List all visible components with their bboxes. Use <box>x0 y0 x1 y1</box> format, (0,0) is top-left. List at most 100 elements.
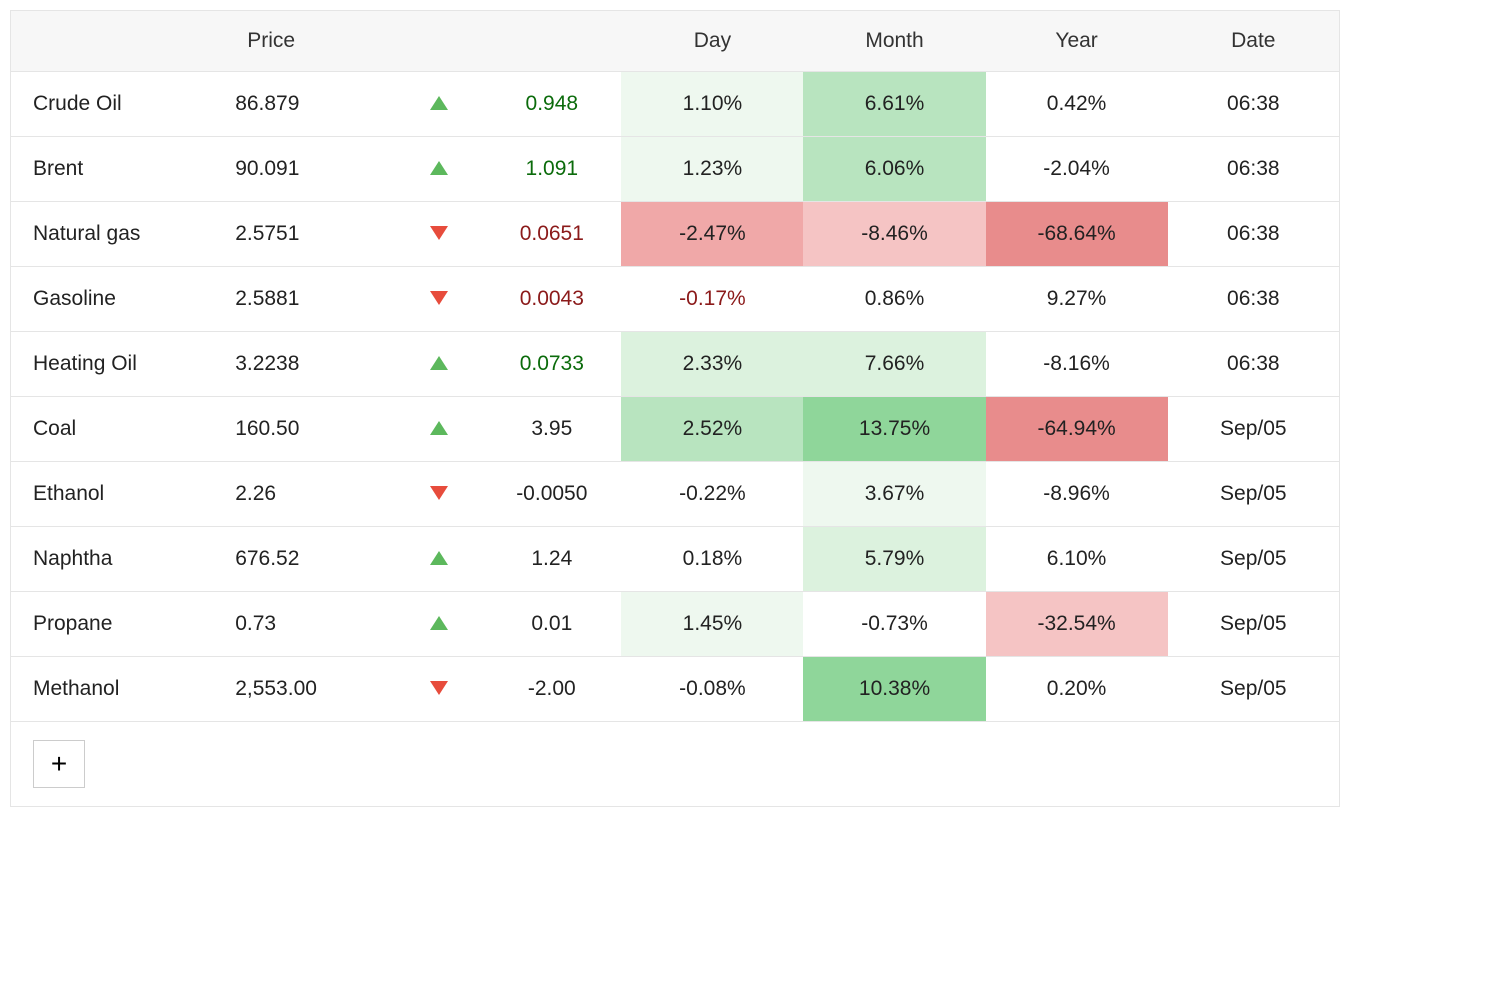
change-value: 3.95 <box>482 397 621 462</box>
month-pct: 6.61% <box>803 72 985 137</box>
change-value: 0.01 <box>482 592 621 657</box>
day-pct-text: 2.33% <box>683 352 743 375</box>
table-row[interactable]: Naphtha676.521.240.18%5.79%6.10%Sep/05 <box>11 527 1339 592</box>
day-pct-text: -0.08% <box>679 677 746 700</box>
col-header-arrow <box>397 11 483 72</box>
day-pct-text: -2.47% <box>679 222 746 245</box>
month-pct: 10.38% <box>803 657 985 722</box>
change-value: 1.091 <box>482 137 621 202</box>
price-value: 2.5881 <box>225 267 396 332</box>
day-pct-text: 1.10% <box>683 92 743 115</box>
commodity-name[interactable]: Methanol <box>11 657 225 722</box>
year-pct-text: -32.54% <box>1037 612 1115 635</box>
table-row[interactable]: Crude Oil86.8790.9481.10%6.61%0.42%06:38 <box>11 72 1339 137</box>
day-pct: 1.10% <box>621 72 803 137</box>
col-header-day[interactable]: Day <box>621 11 803 72</box>
month-pct-text: 10.38% <box>859 677 930 700</box>
change-value: 1.24 <box>482 527 621 592</box>
commodity-name[interactable]: Coal <box>11 397 225 462</box>
day-pct-text: -0.17% <box>679 287 746 310</box>
commodity-name[interactable]: Heating Oil <box>11 332 225 397</box>
year-pct-text: -64.94% <box>1037 417 1115 440</box>
change-value: 0.0043 <box>482 267 621 332</box>
day-pct: 1.45% <box>621 592 803 657</box>
commodity-name[interactable]: Gasoline <box>11 267 225 332</box>
day-pct-text: 1.23% <box>683 157 743 180</box>
year-pct-text: -68.64% <box>1037 222 1115 245</box>
year-pct-text: -8.96% <box>1043 482 1110 505</box>
direction-cell <box>397 332 483 397</box>
day-pct: 0.18% <box>621 527 803 592</box>
col-header-change <box>482 11 621 72</box>
direction-cell <box>397 137 483 202</box>
change-value: -0.0050 <box>482 462 621 527</box>
commodity-name[interactable]: Propane <box>11 592 225 657</box>
commodity-name[interactable]: Brent <box>11 137 225 202</box>
table-row[interactable]: Heating Oil3.22380.07332.33%7.66%-8.16%0… <box>11 332 1339 397</box>
commodity-name[interactable]: Ethanol <box>11 462 225 527</box>
plus-icon: + <box>51 750 67 778</box>
direction-cell <box>397 202 483 267</box>
commodity-name[interactable]: Naphtha <box>11 527 225 592</box>
date-value: 06:38 <box>1168 137 1339 202</box>
date-value: 06:38 <box>1168 72 1339 137</box>
change-value: 0.948 <box>482 72 621 137</box>
price-value: 3.2238 <box>225 332 396 397</box>
year-pct-text: 9.27% <box>1047 287 1107 310</box>
price-value: 160.50 <box>225 397 396 462</box>
year-pct: -68.64% <box>986 202 1168 267</box>
triangle-up-icon <box>430 421 448 435</box>
col-header-month[interactable]: Month <box>803 11 985 72</box>
table-row[interactable]: Brent90.0911.0911.23%6.06%-2.04%06:38 <box>11 137 1339 202</box>
col-header-year[interactable]: Year <box>986 11 1168 72</box>
col-header-date[interactable]: Date <box>1168 11 1339 72</box>
month-pct: 6.06% <box>803 137 985 202</box>
day-pct: -0.08% <box>621 657 803 722</box>
day-pct-text: 0.18% <box>683 547 743 570</box>
day-pct: -2.47% <box>621 202 803 267</box>
triangle-down-icon <box>430 486 448 500</box>
year-pct: -64.94% <box>986 397 1168 462</box>
year-pct: 9.27% <box>986 267 1168 332</box>
day-pct: 1.23% <box>621 137 803 202</box>
table-row[interactable]: Ethanol2.26-0.0050-0.22%3.67%-8.96%Sep/0… <box>11 462 1339 527</box>
year-pct-text: 6.10% <box>1047 547 1107 570</box>
date-value: Sep/05 <box>1168 657 1339 722</box>
month-pct-text: 6.06% <box>865 157 925 180</box>
table-row[interactable]: Propane0.730.011.45%-0.73%-32.54%Sep/05 <box>11 592 1339 657</box>
year-pct: -32.54% <box>986 592 1168 657</box>
triangle-down-icon <box>430 226 448 240</box>
year-pct-text: -2.04% <box>1043 157 1110 180</box>
direction-cell <box>397 592 483 657</box>
add-button[interactable]: + <box>33 740 85 788</box>
triangle-up-icon <box>430 356 448 370</box>
price-value: 0.73 <box>225 592 396 657</box>
day-pct: 2.33% <box>621 332 803 397</box>
triangle-up-icon <box>430 616 448 630</box>
table-row[interactable]: Methanol2,553.00-2.00-0.08%10.38%0.20%Se… <box>11 657 1339 722</box>
direction-cell <box>397 397 483 462</box>
table-row[interactable]: Natural gas2.57510.0651-2.47%-8.46%-68.6… <box>11 202 1339 267</box>
direction-cell <box>397 462 483 527</box>
triangle-up-icon <box>430 161 448 175</box>
commodity-name[interactable]: Natural gas <box>11 202 225 267</box>
commodity-name[interactable]: Crude Oil <box>11 72 225 137</box>
month-pct-text: -8.46% <box>861 222 928 245</box>
direction-cell <box>397 657 483 722</box>
year-pct-text: 0.42% <box>1047 92 1107 115</box>
col-header-price[interactable]: Price <box>225 11 396 72</box>
month-pct: -8.46% <box>803 202 985 267</box>
day-pct: 2.52% <box>621 397 803 462</box>
date-value: 06:38 <box>1168 332 1339 397</box>
table-row[interactable]: Gasoline2.58810.0043-0.17%0.86%9.27%06:3… <box>11 267 1339 332</box>
direction-cell <box>397 72 483 137</box>
date-value: 06:38 <box>1168 267 1339 332</box>
month-pct-text: 3.67% <box>865 482 925 505</box>
date-value: 06:38 <box>1168 202 1339 267</box>
direction-cell <box>397 527 483 592</box>
month-pct: 3.67% <box>803 462 985 527</box>
table-row[interactable]: Coal160.503.952.52%13.75%-64.94%Sep/05 <box>11 397 1339 462</box>
date-value: Sep/05 <box>1168 462 1339 527</box>
col-header-name[interactable] <box>11 11 225 72</box>
table-header-row: Price Day Month Year Date <box>11 11 1339 72</box>
